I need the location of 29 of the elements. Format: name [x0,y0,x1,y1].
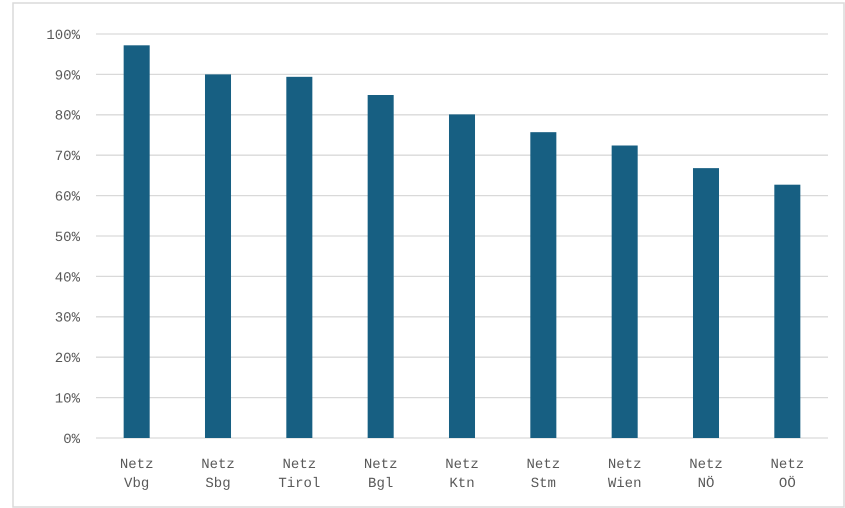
bar [448,114,476,438]
x-tick-label: Netz OÖ [770,457,804,492]
x-tick-label: Netz Vbg [120,457,154,492]
x-tick-label: Netz Stm [526,457,560,492]
bar [530,132,556,438]
x-tick-label: Netz Ktn [445,457,479,492]
y-tick-label: 30% [54,310,81,327]
bar [612,146,638,438]
y-tick-label: 100% [46,28,81,44]
y-tick-label: 60% [54,190,81,206]
bar [204,74,232,438]
y-tick-label: 80% [54,108,81,125]
x-tick-label: Netz NÖ [689,457,723,492]
x-tick-label: Netz Bgl [364,457,398,492]
x-tick-label: Netz Tirol [278,457,320,492]
y-tick-label: 10% [54,392,81,408]
bar [286,76,312,438]
x-tick-label: Netz Sbg [201,457,235,492]
bar [774,184,800,438]
bar [124,45,150,438]
bar [692,168,720,438]
bar [368,95,394,438]
y-tick-label: 70% [54,149,81,166]
y-tick-label: 40% [54,270,81,286]
x-tick-label: Netz Wien [608,457,642,492]
y-tick-label: 90% [54,68,81,84]
y-tick-label: 0% [63,432,81,448]
y-tick-label: 50% [54,230,81,246]
y-tick-label: 20% [54,351,81,368]
